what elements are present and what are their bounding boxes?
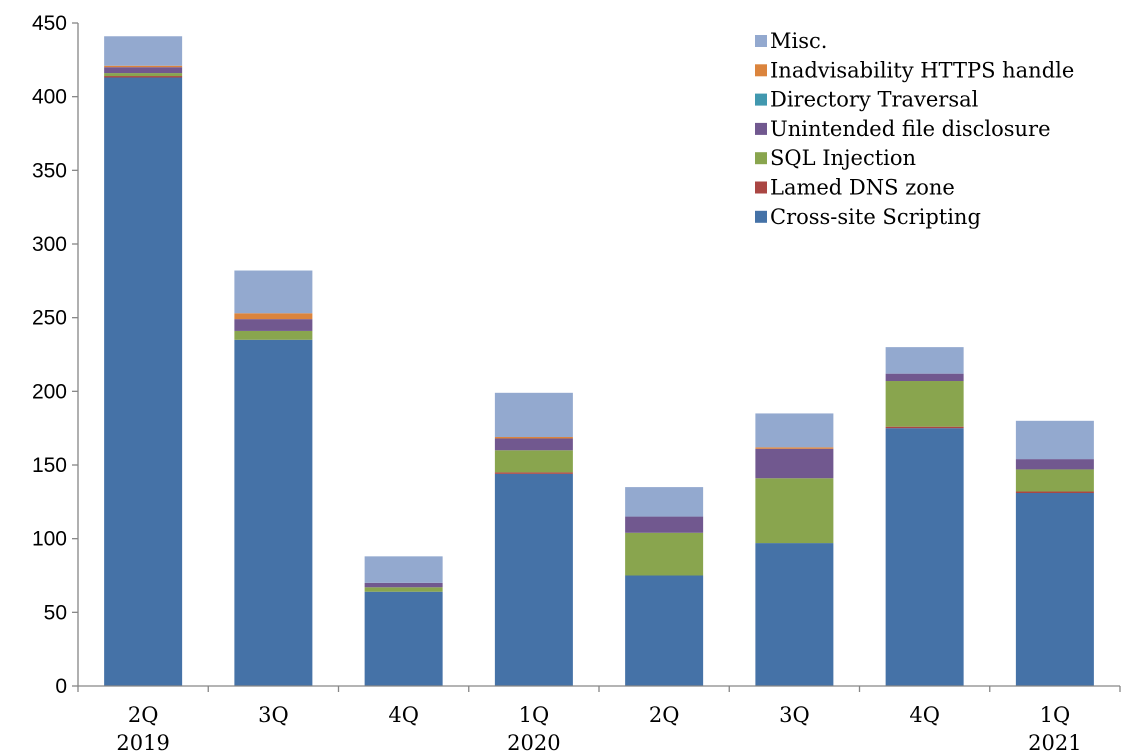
bar-segment-misc--4 xyxy=(625,487,704,517)
bar-segment-misc--1 xyxy=(234,270,313,314)
legend-label: Inadvisability HTTPS handle xyxy=(770,58,1074,82)
bar-segment-misc--0 xyxy=(104,36,183,66)
bar-segment-unintended-file-disclosure-3 xyxy=(494,438,573,451)
x-category-year-label: 2021 xyxy=(1028,731,1081,755)
y-tick-labels: 0 50 100 150 200 250 300 350 400 450 xyxy=(32,12,67,698)
y-tick-label: 400 xyxy=(32,86,67,109)
y-tick-label: 150 xyxy=(32,454,67,477)
bar-segment-cross-site-scripting-5 xyxy=(755,543,834,686)
bar-segment-unintended-file-disclosure-1 xyxy=(234,319,313,331)
x-category-year-label: 2019 xyxy=(116,731,169,755)
bar-segment-sql-injection-3 xyxy=(494,450,573,473)
legend: Misc. Inadvisability HTTPS handle Director… xyxy=(755,29,1074,229)
bar-segment-cross-site-scripting-4 xyxy=(625,575,704,686)
legend-label: Cross-site Scripting xyxy=(770,205,981,229)
legend-swatch xyxy=(755,93,767,106)
y-tick-label: 250 xyxy=(32,307,67,330)
bar-segment-lamed-dns-zone-6 xyxy=(885,426,964,429)
legend-swatch xyxy=(755,35,767,47)
bar-segment-cross-site-scripting-6 xyxy=(885,428,964,686)
bar-segment-sql-injection-4 xyxy=(625,532,704,576)
bar-segment-unintended-file-disclosure-2 xyxy=(364,582,443,588)
bar-segment-cross-site-scripting-7 xyxy=(1015,492,1094,686)
bar-segment-lamed-dns-zone-3 xyxy=(494,472,573,474)
bar-segment-cross-site-scripting-2 xyxy=(364,591,443,686)
bar-segment-misc--6 xyxy=(885,347,964,374)
legend-swatch xyxy=(755,152,767,165)
x-category-label: 3Q xyxy=(258,703,289,727)
bar-segment-misc--7 xyxy=(1015,420,1094,460)
bar-segment-cross-site-scripting-1 xyxy=(234,339,313,686)
y-tick-label: 50 xyxy=(44,601,67,624)
bar-segment-misc--5 xyxy=(755,413,834,448)
y-tick-label: 300 xyxy=(32,233,67,256)
legend-swatch xyxy=(755,64,767,77)
bar-segment-inadvisability-https-handle-0 xyxy=(104,65,183,68)
legend-swatch xyxy=(755,122,767,135)
bar-segment-cross-site-scripting-3 xyxy=(494,473,573,686)
bar-segment-unintended-file-disclosure-5 xyxy=(755,448,834,479)
axes-layer xyxy=(72,22,1121,692)
bar-segment-sql-injection-0 xyxy=(104,73,183,77)
y-tick-label: 350 xyxy=(32,159,67,182)
bar-segment-unintended-file-disclosure-7 xyxy=(1015,459,1094,470)
bar-segment-unintended-file-disclosure-0 xyxy=(104,67,183,74)
y-tick-label: 0 xyxy=(55,675,67,698)
bar-segment-sql-injection-6 xyxy=(885,381,964,427)
legend-label: Misc. xyxy=(770,29,827,53)
x-category-label: 1Q xyxy=(519,703,550,727)
x-category-label: 4Q xyxy=(388,703,419,727)
y-tick-label: 100 xyxy=(32,528,67,551)
legend-label: SQL Injection xyxy=(770,146,916,170)
bar-segment-unintended-file-disclosure-6 xyxy=(885,373,964,382)
bar-segment-inadvisability-https-handle-3 xyxy=(494,437,573,439)
y-tick-label: 450 xyxy=(32,12,67,35)
legend-label: Unintended file disclosure xyxy=(770,117,1051,141)
y-tick-label: 200 xyxy=(32,380,67,403)
x-category-label: 1Q xyxy=(1040,703,1071,727)
x-category-year-label: 2020 xyxy=(507,731,560,755)
x-category-label: 2Q xyxy=(128,703,159,727)
x-category-labels: 2Q 2019 3Q 4Q 1Q 2020 2Q 3Q 4Q 1Q 2021 xyxy=(116,703,1081,755)
bar-segment-sql-injection-1 xyxy=(234,330,313,340)
bar-segment-sql-injection-7 xyxy=(1015,469,1094,492)
bar-segment-inadvisability-https-handle-5 xyxy=(755,447,834,449)
bar-segment-lamed-dns-zone-0 xyxy=(104,76,183,78)
x-category-label: 3Q xyxy=(779,703,810,727)
bar-segment-unintended-file-disclosure-4 xyxy=(625,516,704,533)
bars-layer xyxy=(104,36,1094,686)
x-category-label: 2Q xyxy=(649,703,680,727)
bar-segment-sql-injection-2 xyxy=(364,587,443,592)
legend-swatch xyxy=(755,210,767,223)
bar-segment-inadvisability-https-handle-1 xyxy=(234,313,313,320)
bar-segment-misc--2 xyxy=(364,556,443,583)
bar-segment-cross-site-scripting-0 xyxy=(104,77,183,686)
legend-swatch xyxy=(755,181,767,194)
legend-label: Lamed DNS zone xyxy=(770,176,955,200)
bar-segment-sql-injection-5 xyxy=(755,478,834,544)
legend-label: Directory Traversal xyxy=(770,88,979,112)
bar-segment-lamed-dns-zone-7 xyxy=(1015,491,1094,493)
x-category-label: 4Q xyxy=(909,703,940,727)
bar-segment-misc--3 xyxy=(494,392,573,438)
